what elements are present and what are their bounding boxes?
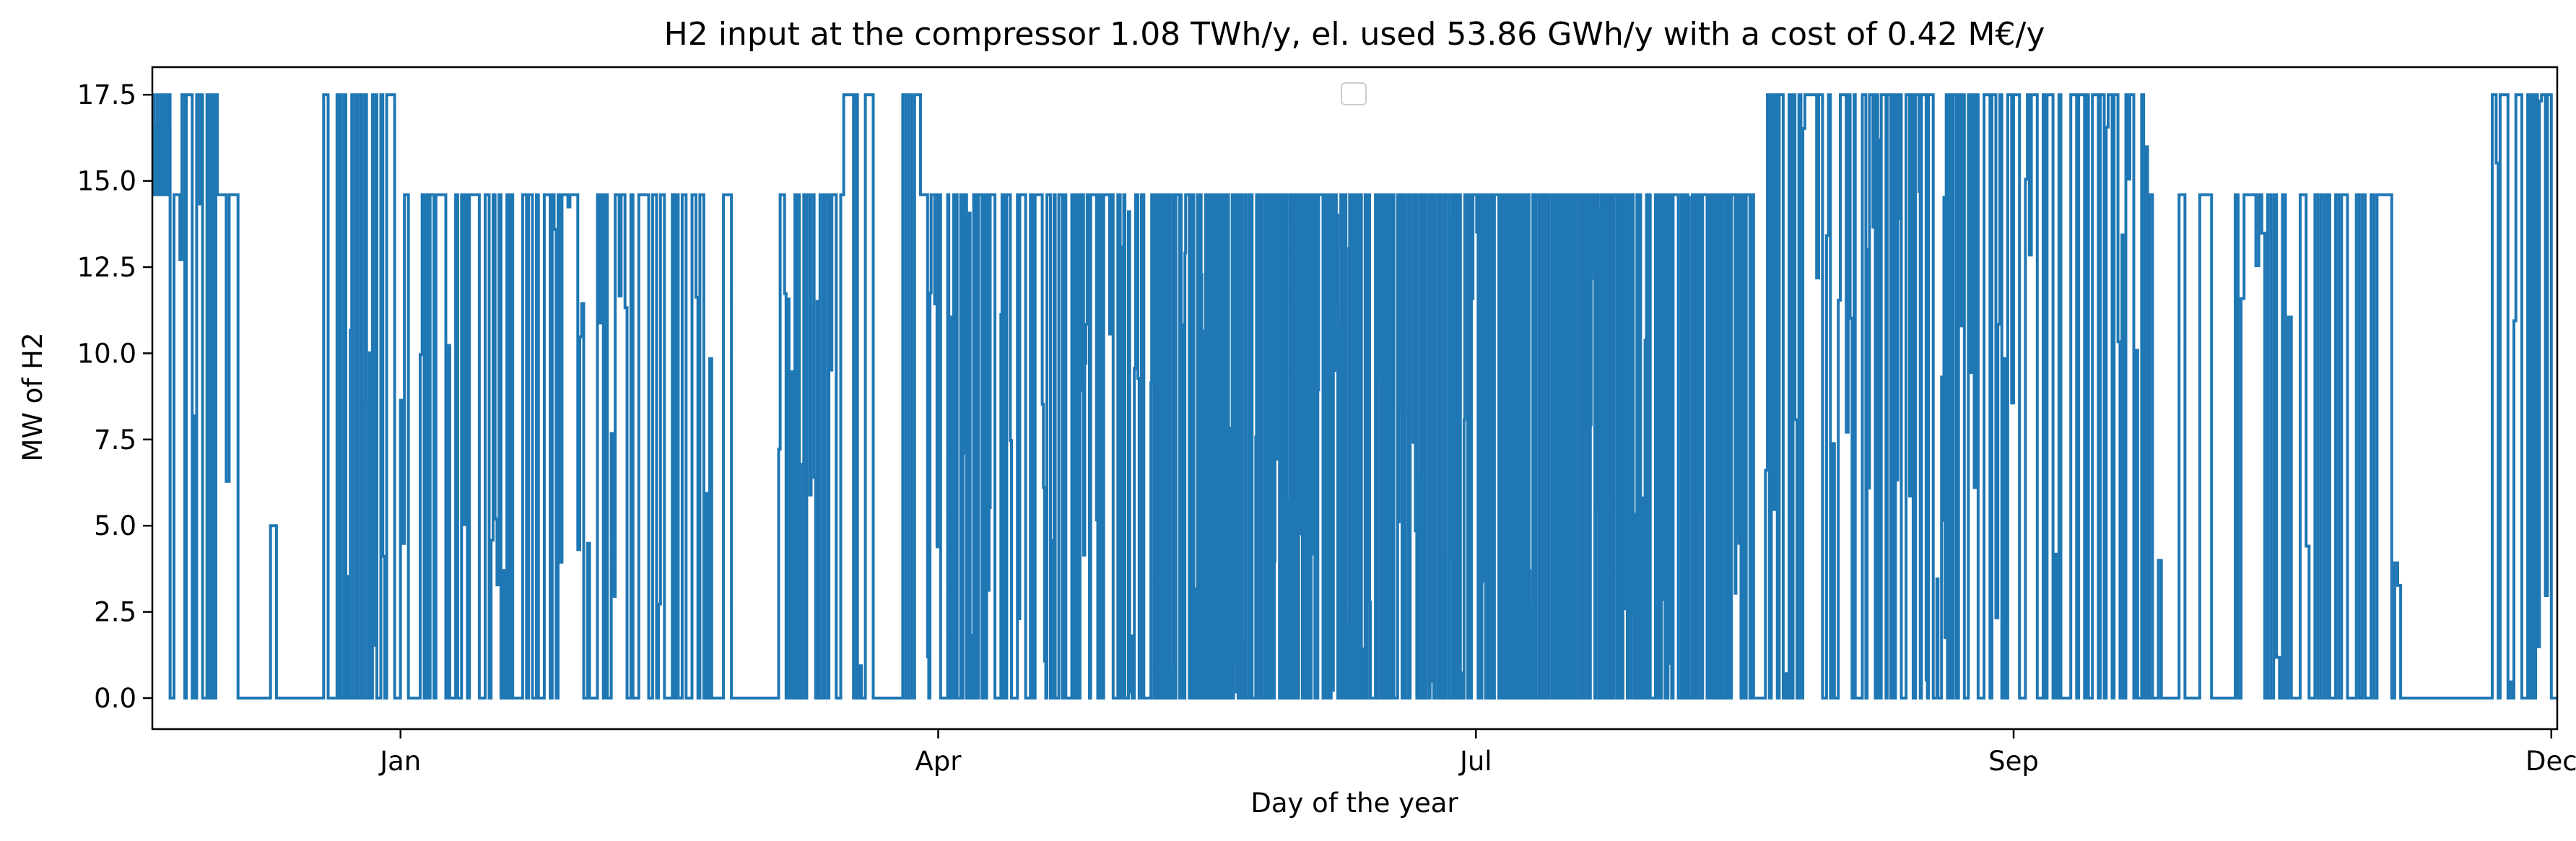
x-axis-label: Day of the year: [1250, 788, 1458, 819]
y-tick-label: 12.5: [77, 252, 136, 283]
y-tick-label: 10.0: [77, 338, 136, 369]
x-tick-label: Jul: [1458, 746, 1492, 777]
y-tick-label: 15.0: [77, 166, 136, 197]
x-tick-label: Apr: [915, 746, 962, 777]
series-line: [152, 93, 2557, 700]
y-tick-label: 17.5: [77, 79, 136, 110]
y-tick-label: 0.0: [94, 683, 136, 714]
legend-box: [1341, 82, 1367, 105]
y-tick-label: 5.0: [94, 510, 136, 541]
y-axis-label: MW of H2: [17, 332, 48, 461]
x-tick-label: Dec: [2525, 746, 2576, 777]
chart-title: H2 input at the compressor 1.08 TWh/y, e…: [664, 16, 2045, 53]
x-tick-label: Jan: [378, 746, 421, 777]
x-axis: Jan Apr Jul Sep Dec: [378, 729, 2576, 777]
y-tick-label: 2.5: [94, 597, 136, 628]
x-tick-label: Sep: [1988, 746, 2039, 777]
y-axis: 0.0 2.5 5.0 7.5 10.0 12.5 15.0 17.5: [77, 79, 152, 714]
y-tick-label: 7.5: [94, 424, 136, 456]
series-path: [152, 93, 2557, 700]
plot-area-frame: [151, 66, 2559, 731]
